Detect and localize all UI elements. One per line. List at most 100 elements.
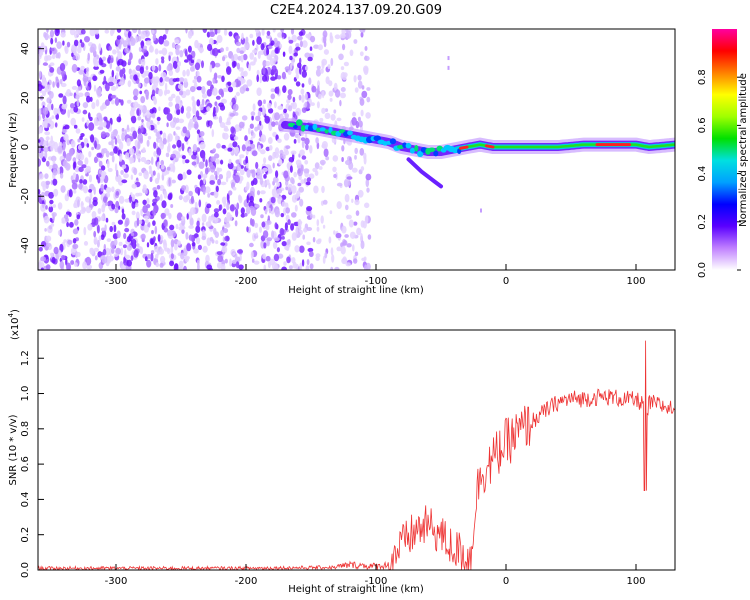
noise-speck bbox=[144, 77, 150, 84]
noise-speck bbox=[168, 70, 174, 76]
noise-speck bbox=[271, 65, 277, 73]
noise-speck bbox=[111, 247, 115, 254]
noise-speck bbox=[69, 221, 74, 228]
noise-speck bbox=[155, 58, 159, 65]
noise-speck bbox=[355, 120, 360, 129]
noise-speck bbox=[202, 245, 208, 253]
noise-speck bbox=[181, 155, 186, 160]
noise-speck bbox=[221, 75, 225, 83]
noise-speck bbox=[48, 191, 54, 199]
noise-speck bbox=[198, 47, 204, 53]
noise-speck bbox=[241, 32, 244, 41]
noise-speck bbox=[187, 121, 192, 131]
noise-speck bbox=[353, 75, 357, 83]
noise-speck bbox=[218, 174, 223, 180]
noise-speck bbox=[162, 138, 167, 145]
noise-speck bbox=[342, 75, 347, 81]
noise-speck bbox=[309, 145, 313, 154]
noise-speck bbox=[111, 221, 116, 226]
noise-speck bbox=[274, 222, 278, 230]
noise-speck bbox=[284, 113, 290, 119]
y-tick-label: -20 bbox=[20, 188, 31, 204]
noise-speck bbox=[154, 48, 159, 55]
noise-speck bbox=[82, 75, 89, 83]
noise-speck bbox=[220, 263, 226, 270]
colorbar: 0.0 0.2 0.4 0.6 0.8 Normalized spectral ampl… bbox=[697, 29, 749, 278]
noise-speck bbox=[121, 179, 128, 184]
noise-speck bbox=[121, 213, 126, 220]
noise-speck bbox=[40, 181, 47, 188]
noise-speck bbox=[132, 29, 138, 34]
noise-speck bbox=[78, 166, 84, 173]
noise-speck bbox=[357, 189, 364, 198]
noise-speck bbox=[88, 122, 95, 131]
noise-speck bbox=[124, 47, 130, 54]
noise-speck bbox=[273, 253, 280, 262]
noise-speck bbox=[305, 33, 311, 39]
noise-speck bbox=[77, 45, 82, 54]
noise-speck bbox=[167, 139, 170, 143]
noise-speck bbox=[146, 109, 151, 119]
noise-speck bbox=[283, 108, 287, 114]
noise-speck bbox=[84, 36, 90, 43]
noise-speck bbox=[105, 120, 111, 129]
signal-blob bbox=[428, 147, 436, 152]
noise-speck bbox=[287, 94, 292, 100]
snr-multiplier-base: (x10 bbox=[10, 317, 21, 340]
noise-speck bbox=[88, 189, 92, 193]
noise-speck bbox=[115, 72, 119, 80]
noise-speck bbox=[71, 182, 78, 190]
noise-speck bbox=[117, 134, 120, 141]
noise-speck bbox=[251, 150, 258, 157]
noise-speck bbox=[51, 54, 56, 60]
noise-speck bbox=[126, 99, 132, 104]
noise-speck bbox=[101, 148, 105, 156]
noise-speck bbox=[338, 53, 344, 61]
noise-speck bbox=[77, 199, 80, 208]
noise-speck bbox=[225, 61, 230, 67]
noise-speck bbox=[305, 181, 311, 186]
noise-speck bbox=[349, 231, 356, 239]
noise-speck bbox=[61, 104, 67, 110]
noise-speck bbox=[195, 237, 201, 245]
noise-speck bbox=[137, 127, 142, 135]
noise-speck bbox=[223, 127, 229, 132]
noise-speck bbox=[38, 262, 43, 270]
noise-speck bbox=[61, 220, 66, 224]
noise-speck bbox=[150, 173, 154, 178]
noise-speck bbox=[39, 173, 44, 180]
noise-speck bbox=[137, 140, 141, 150]
noise-speck bbox=[112, 49, 117, 55]
y-tick-label: 40 bbox=[20, 42, 31, 55]
noise-speck bbox=[55, 52, 59, 59]
noise-speck bbox=[367, 234, 372, 240]
noise-speck bbox=[79, 39, 83, 44]
noise-speck bbox=[447, 65, 450, 70]
noise-speck bbox=[55, 76, 59, 81]
noise-speck bbox=[345, 159, 351, 166]
noise-speck bbox=[274, 47, 279, 54]
noise-speck bbox=[128, 147, 135, 156]
y-tick-label: 0.4 bbox=[20, 491, 31, 507]
noise-speck bbox=[330, 57, 334, 67]
noise-speck bbox=[214, 29, 218, 35]
noise-speck bbox=[359, 29, 365, 33]
noise-speck bbox=[245, 206, 251, 215]
noise-speck bbox=[137, 192, 143, 197]
noise-speck bbox=[246, 226, 249, 233]
noise-speck bbox=[120, 247, 124, 256]
y-tick-label: 20 bbox=[20, 91, 31, 104]
noise-speck bbox=[166, 122, 169, 128]
noise-speck bbox=[256, 36, 262, 45]
noise-speck bbox=[282, 85, 287, 93]
noise-speck bbox=[77, 144, 82, 151]
noise-speck bbox=[120, 170, 124, 175]
noise-speck bbox=[259, 198, 263, 203]
noise-speck bbox=[44, 45, 47, 51]
noise-speck bbox=[111, 186, 115, 193]
signal-peak bbox=[459, 145, 469, 150]
noise-speck bbox=[93, 247, 100, 252]
noise-speck bbox=[318, 93, 322, 100]
x-tick-label: -100 bbox=[365, 576, 388, 587]
noise-speck bbox=[297, 219, 302, 228]
